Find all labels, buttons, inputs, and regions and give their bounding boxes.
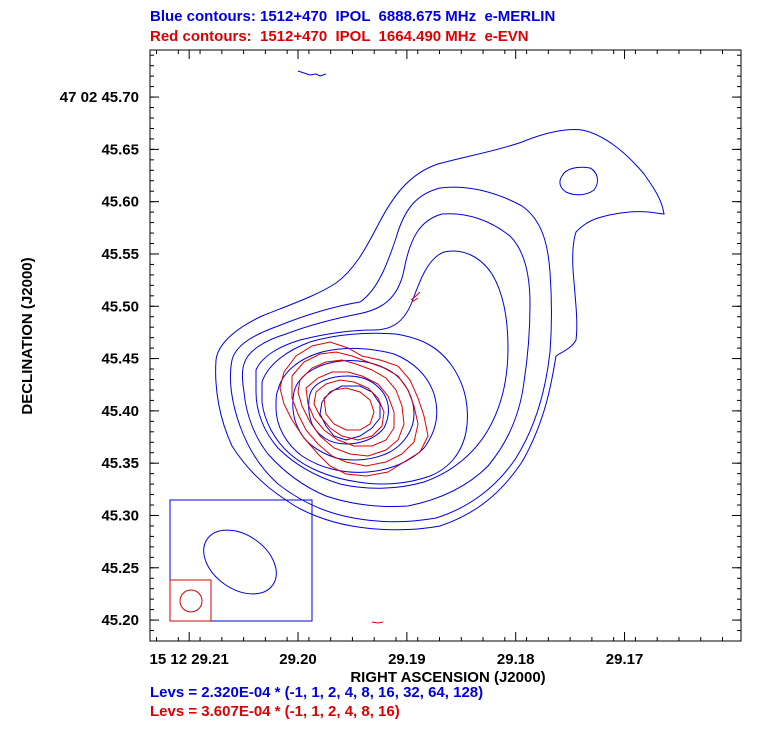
x-ticks: 15 12 29.21 29.20 29.19 29.18 29.17 xyxy=(150,50,723,668)
x-tick-label: 29.17 xyxy=(606,651,644,668)
plot-frame xyxy=(149,49,742,642)
y-tick-label: 45.35 xyxy=(101,455,139,472)
blue-contour-caption: Blue contours: 1512+470 IPOL 6888.675 MH… xyxy=(150,8,556,25)
beam-box-red xyxy=(169,579,212,622)
blue-contour-level-3 xyxy=(242,213,531,507)
red-contour-level-4 xyxy=(305,371,395,447)
x-tick-label: 29.18 xyxy=(497,651,535,668)
red-contour-level-2 xyxy=(291,351,419,467)
y-ticks: 47 02 45.70 45.65 45.60 45.55 45.50 45.45 45.4… xyxy=(60,54,741,632)
red-contour-level-6 xyxy=(323,387,375,431)
red-contour-level-3 xyxy=(297,359,405,457)
y-tick-label: 47 02 45.70 xyxy=(60,89,139,106)
x-axis-title: RIGHT ASCENSION (J2000) xyxy=(350,669,545,686)
y-tick-label: 45.40 xyxy=(101,403,139,420)
x-tick-label: 15 12 29.21 xyxy=(150,651,229,668)
x-tick-label: 29.20 xyxy=(279,651,317,668)
blue-levels-caption: Levs = 2.320E-04 * (-1, 1, 2, 4, 8, 16, … xyxy=(150,684,484,701)
beam-box-frame-red xyxy=(169,579,212,622)
beam-ellipse-blue xyxy=(203,529,277,595)
y-tick-label: 45.65 xyxy=(101,141,139,158)
red-contour-caption: Red contours: 1512+470 IPOL 1664.490 MHz… xyxy=(150,28,529,45)
blue-contour-level-6 xyxy=(275,347,438,473)
y-tick-label: 45.60 xyxy=(101,194,139,211)
y-tick-label: 45.55 xyxy=(101,246,139,263)
red-contours xyxy=(279,291,429,624)
red-contour-negative-blip-2 xyxy=(371,621,384,624)
red-contour-level-5 xyxy=(313,379,385,441)
blue-contour-level-4 xyxy=(255,250,509,489)
y-tick-label: 45.50 xyxy=(101,298,139,315)
blue-contour-level-9 xyxy=(319,385,381,441)
beam-box-frame-blue xyxy=(169,499,313,622)
blue-contour-negative-blip xyxy=(297,70,327,77)
blue-contour-island xyxy=(559,166,598,196)
x-tick-label: 29.19 xyxy=(388,651,426,668)
red-contour-negative-blip xyxy=(410,291,421,303)
beam-box-blue xyxy=(169,499,313,622)
red-contour-level-1 xyxy=(279,341,429,477)
blue-contours xyxy=(215,70,665,531)
y-tick-label: 45.45 xyxy=(101,351,139,368)
red-levels-caption: Levs = 3.607E-04 * (-1, 1, 2, 4, 8, 16) xyxy=(150,703,400,720)
blue-contour-level-1 xyxy=(215,129,665,531)
blue-contour-level-5 xyxy=(261,332,468,485)
blue-contour-level-2 xyxy=(229,186,552,523)
y-tick-label: 45.20 xyxy=(101,612,139,629)
y-axis-title: DECLINATION (J2000) xyxy=(19,257,36,414)
y-tick-label: 45.25 xyxy=(101,560,139,577)
beam-circle-red xyxy=(179,589,203,613)
y-tick-label: 45.30 xyxy=(101,507,139,524)
